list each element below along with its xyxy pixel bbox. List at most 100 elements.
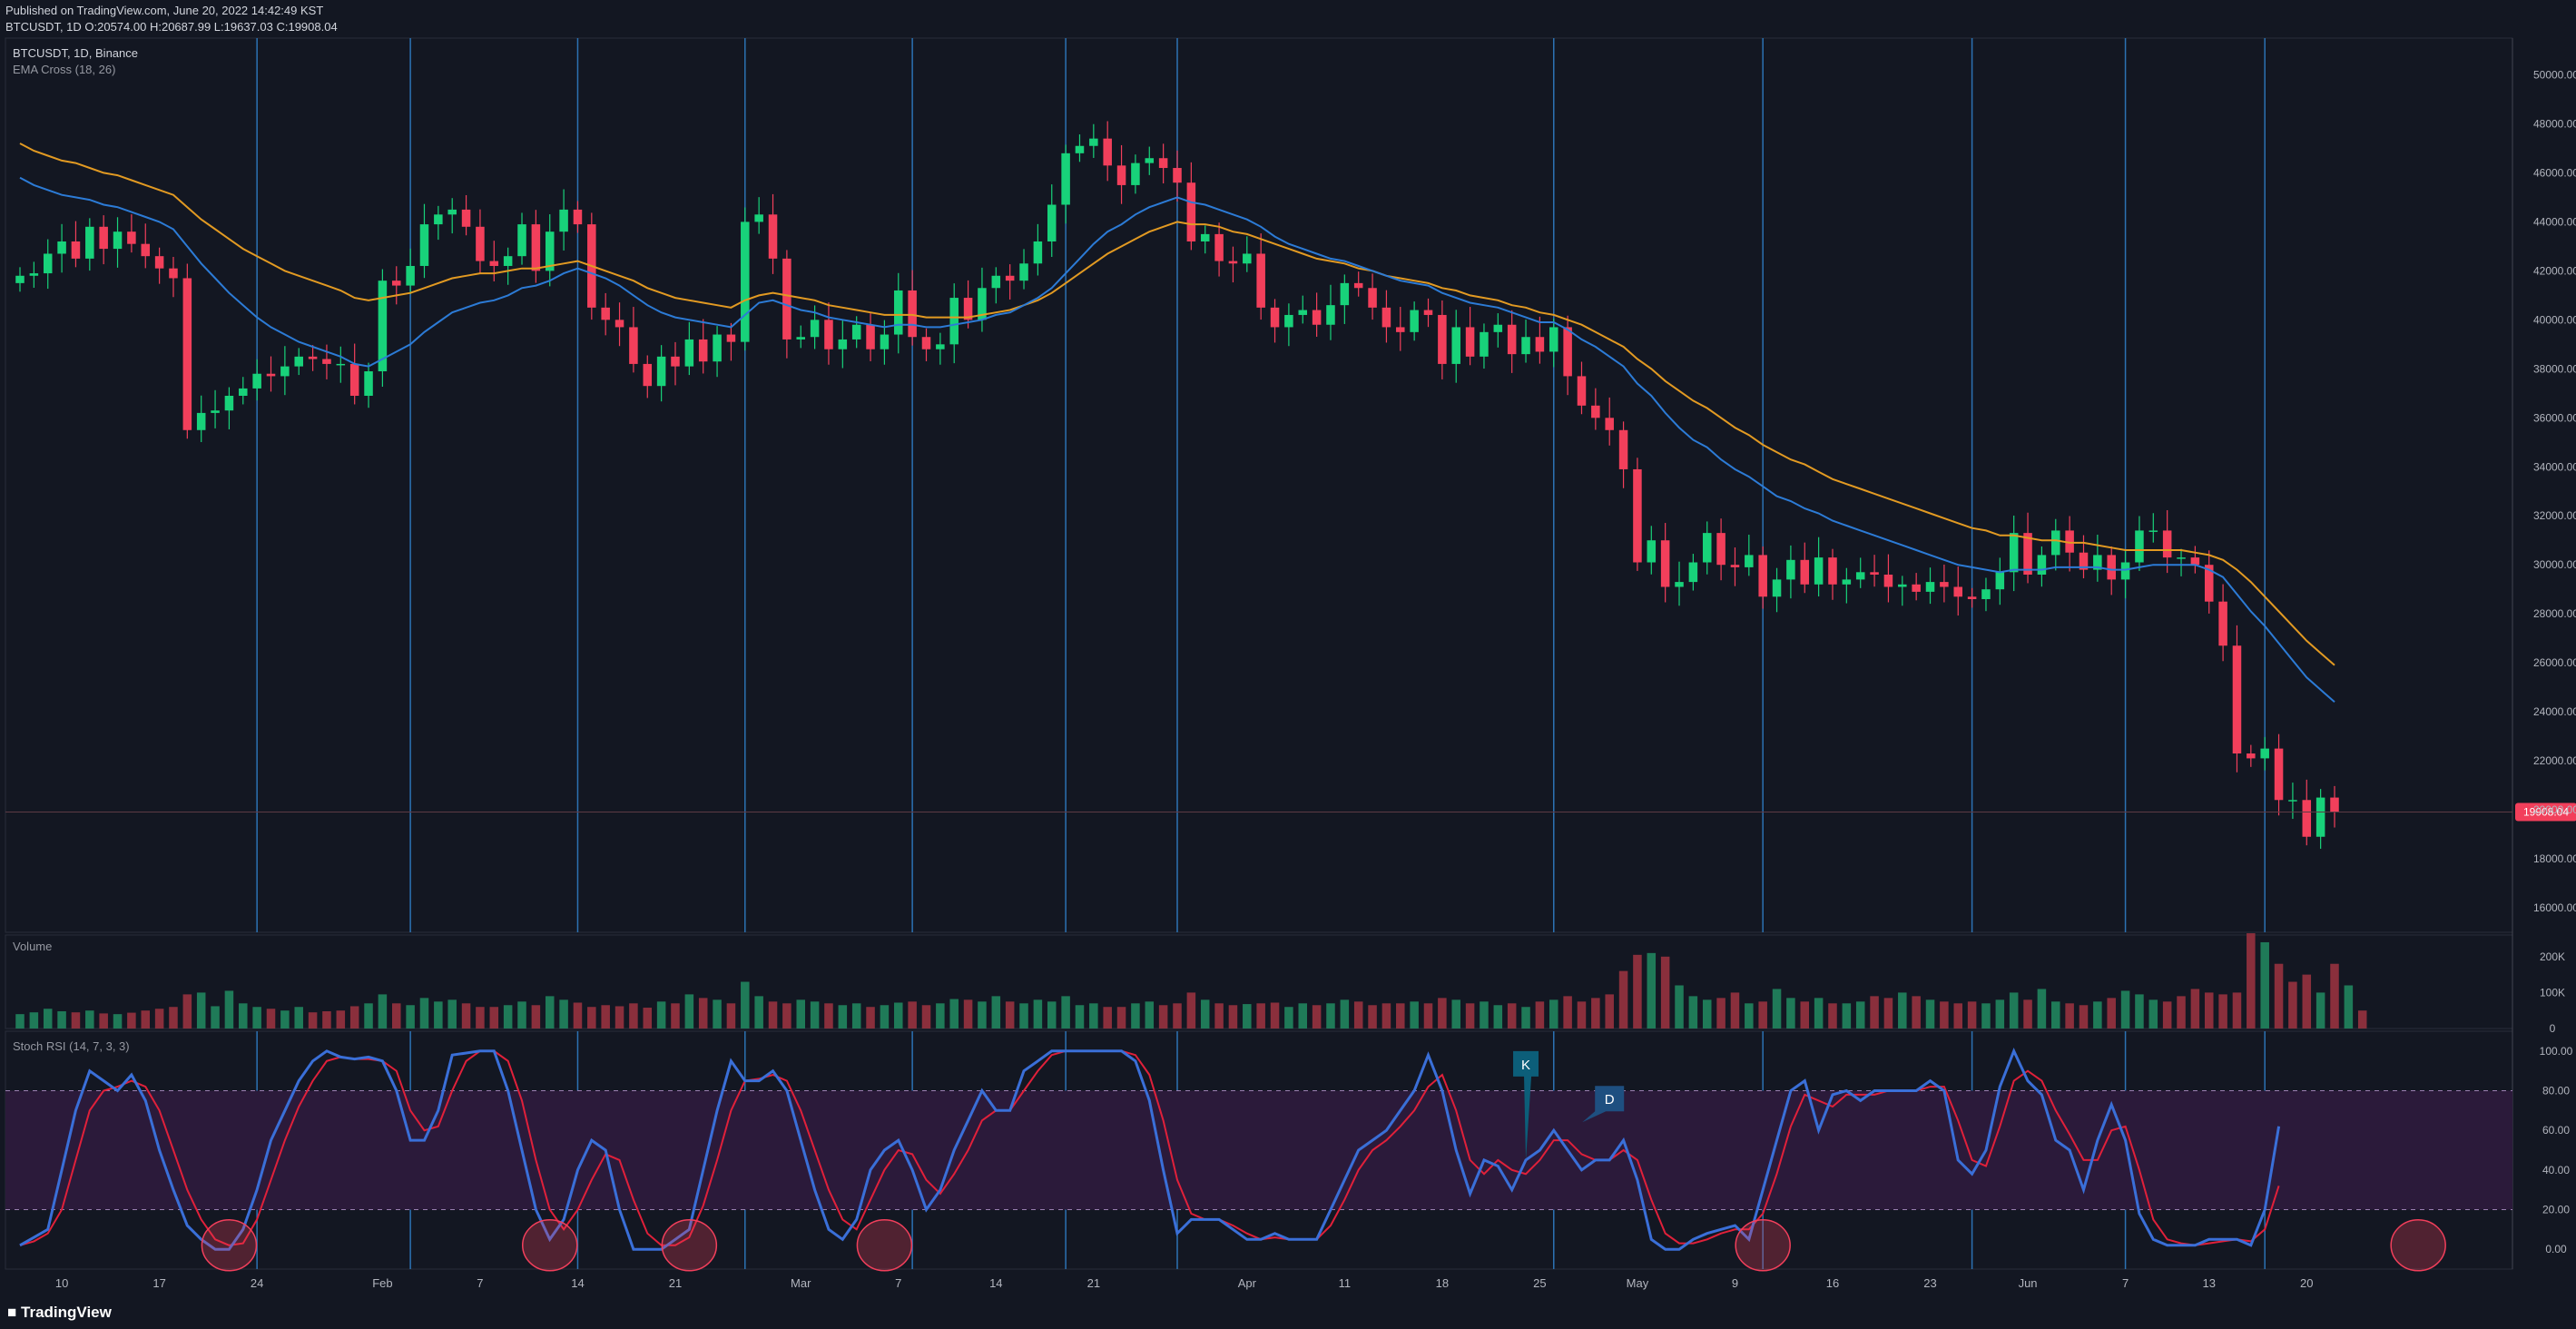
price-tick-17: 50000.00 [2533, 68, 2576, 81]
candle-57 [810, 320, 820, 338]
x-tick-8: 7 [895, 1276, 901, 1290]
candle-97 [1368, 288, 1377, 308]
volume-bar-42 [601, 1005, 610, 1029]
volume-bar-158 [2218, 994, 2227, 1029]
candle-146 [2051, 530, 2060, 556]
candle-10 [154, 256, 164, 269]
volume-bar-79 [1116, 1007, 1126, 1029]
volume-bar-90 [1270, 1002, 1280, 1029]
candle-134 [1883, 575, 1893, 587]
volume-bar-97 [1368, 1005, 1377, 1029]
volume-bar-110 [1549, 999, 1558, 1029]
candle-100 [1410, 310, 1419, 332]
candle-35 [503, 256, 513, 266]
symbol-ohlc-line: BTCUSDT, 1D O:20574.00 H:20687.99 L:1963… [5, 20, 338, 34]
last-price-tag [2515, 802, 2576, 822]
candle-9 [141, 243, 151, 257]
price-tick-5: 26000.00 [2533, 656, 2576, 669]
volume-bar-121 [1702, 999, 1712, 1029]
candle-80 [1131, 162, 1140, 185]
candle-138 [1940, 582, 1949, 587]
candle-126 [1772, 579, 1782, 597]
candle-39 [559, 209, 568, 232]
candle-31 [447, 209, 457, 215]
candle-137 [1925, 582, 1935, 592]
candle-25 [364, 371, 373, 396]
candle-152 [2135, 530, 2144, 563]
candle-63 [894, 290, 903, 335]
price-tick-13: 42000.00 [2533, 264, 2576, 277]
candle-122 [1716, 533, 1726, 566]
volume-bar-19 [280, 1010, 290, 1029]
candle-8 [127, 231, 136, 244]
candle-51 [726, 334, 736, 342]
candle-5 [85, 226, 94, 259]
volume-bar-0 [15, 1014, 25, 1029]
price-chart-title: BTCUSDT, 1D, Binance [13, 46, 138, 60]
candle-127 [1786, 559, 1795, 580]
volume-bar-130 [1828, 1003, 1837, 1029]
stoch-rsi-panel[interactable]: KD [5, 1047, 2512, 1272]
volume-bar-157 [2204, 992, 2214, 1029]
candle-55 [782, 258, 791, 340]
volume-bar-162 [2274, 963, 2284, 1029]
volume-bar-68 [963, 999, 973, 1029]
volume-bar-141 [1981, 1003, 1991, 1029]
volume-bar-138 [1940, 1001, 1949, 1029]
candle-129 [1814, 557, 1824, 585]
volume-bar-9 [141, 1010, 151, 1029]
candle-115 [1618, 429, 1628, 469]
candle-136 [1912, 584, 1921, 592]
price-panel[interactable]: 19908.04 [5, 121, 2576, 849]
volume-bar-91 [1284, 1007, 1293, 1029]
volume-bar-15 [224, 990, 234, 1029]
candle-118 [1660, 540, 1670, 587]
volume-panel[interactable] [15, 933, 2367, 1029]
volume-bar-144 [2023, 999, 2032, 1029]
candle-34 [489, 261, 499, 266]
volume-bar-31 [447, 999, 457, 1029]
candle-50 [713, 334, 722, 362]
candle-96 [1353, 282, 1363, 289]
x-tick-0: 10 [55, 1276, 68, 1290]
volume-bar-8 [127, 1012, 136, 1029]
price-tick-0: 16000.00 [2533, 901, 2576, 914]
d-callout-box [1582, 1086, 1625, 1123]
volume-bar-123 [1730, 992, 1740, 1029]
chart-canvas[interactable]: 19908.04 KD 16000.0018000.0020000.002200… [0, 0, 2576, 1296]
candle-151 [2120, 562, 2130, 580]
volume-bar-102 [1438, 998, 1447, 1029]
candle-21 [308, 356, 318, 359]
candle-166 [2330, 797, 2339, 812]
stoch-tick-4: 80.00 [2542, 1085, 2570, 1098]
candle-76 [1075, 145, 1085, 153]
stoch-tick-2: 40.00 [2542, 1164, 2570, 1176]
x-tick-12: 11 [1339, 1276, 1352, 1290]
candle-101 [1423, 310, 1433, 315]
volume-bar-88 [1243, 1004, 1252, 1029]
candle-69 [978, 288, 987, 320]
volume-bar-61 [866, 1007, 875, 1029]
volume-bar-94 [1326, 1003, 1335, 1029]
candle-104 [1465, 327, 1475, 357]
last-price-label: 19908.04 [2523, 806, 2569, 819]
volume-bar-37 [531, 1005, 541, 1029]
volume-bar-48 [684, 994, 694, 1029]
x-tick-9: 14 [989, 1276, 1002, 1290]
candle-36 [517, 224, 526, 257]
d-callout-label: D [1605, 1092, 1615, 1108]
volume-bar-131 [1842, 1003, 1852, 1029]
volume-bar-113 [1591, 998, 1600, 1029]
tradingview-logo[interactable]: ■ TradingView [7, 1304, 112, 1322]
candle-91 [1284, 314, 1293, 328]
volume-bar-92 [1298, 1003, 1308, 1029]
oversold-circle-5 [2390, 1219, 2446, 1272]
candle-147 [2065, 530, 2074, 553]
volume-bar-10 [154, 1009, 164, 1029]
k-callout-label: K [1521, 1058, 1530, 1073]
x-tick-20: 7 [2122, 1276, 2129, 1290]
x-tick-1: 17 [152, 1276, 165, 1290]
candle-56 [796, 337, 806, 340]
volume-bar-54 [768, 1001, 778, 1029]
price-tick-9: 34000.00 [2533, 460, 2576, 473]
